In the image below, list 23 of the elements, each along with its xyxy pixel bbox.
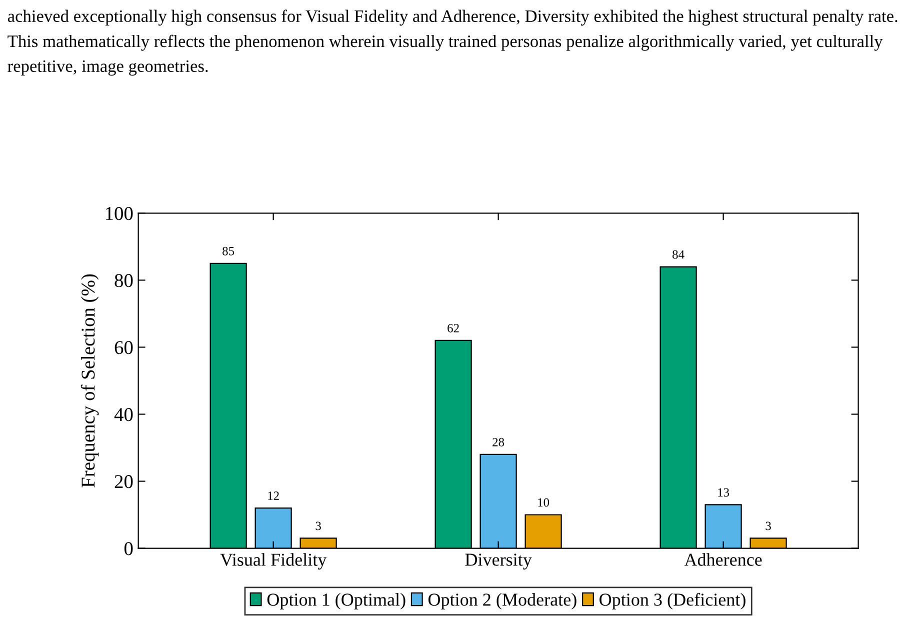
legend-label: Option 1 (Optimal) <box>267 593 406 610</box>
data-label: 62 <box>448 324 459 332</box>
y-tick-label: 80 <box>114 274 133 288</box>
legend-label: Option 3 (Deficient) <box>600 592 746 610</box>
data-label: 3 <box>766 522 771 530</box>
y-tick-label: 40 <box>114 408 133 422</box>
y-tick-label: 100 <box>106 206 133 220</box>
legend-label: Option 2 (Moderate) <box>428 593 576 610</box>
data-label: 85 <box>222 246 234 256</box>
data-label: 84 <box>672 250 684 259</box>
text: achieved exceptionally high consensus for Visual Fidelity and Adherence, Diversity exhibited the highest structural penalty rate. This mathematically reflects the phenomenon wherein visually trained personas penalize algorithmically varied, yet culturally repetitive, image geometries. <box>8 10 898 76</box>
data-label: 12 <box>268 492 279 500</box>
data-label: 13 <box>718 488 730 497</box>
y-tick-label: 60 <box>114 341 133 354</box>
data-label: 28 <box>492 438 504 446</box>
data-label: 10 <box>538 498 550 507</box>
y-axis-title: Frequency of Selection (%) <box>80 274 99 488</box>
x-tick-label: Adherence <box>684 553 762 566</box>
x-tick-label: Visual Fidelity <box>220 553 327 570</box>
y-tick-label: 20 <box>114 475 133 488</box>
x-tick-label: Diversity <box>465 554 532 570</box>
y-tick-label: 0 <box>124 542 133 556</box>
data-label: 3 <box>316 522 321 530</box>
